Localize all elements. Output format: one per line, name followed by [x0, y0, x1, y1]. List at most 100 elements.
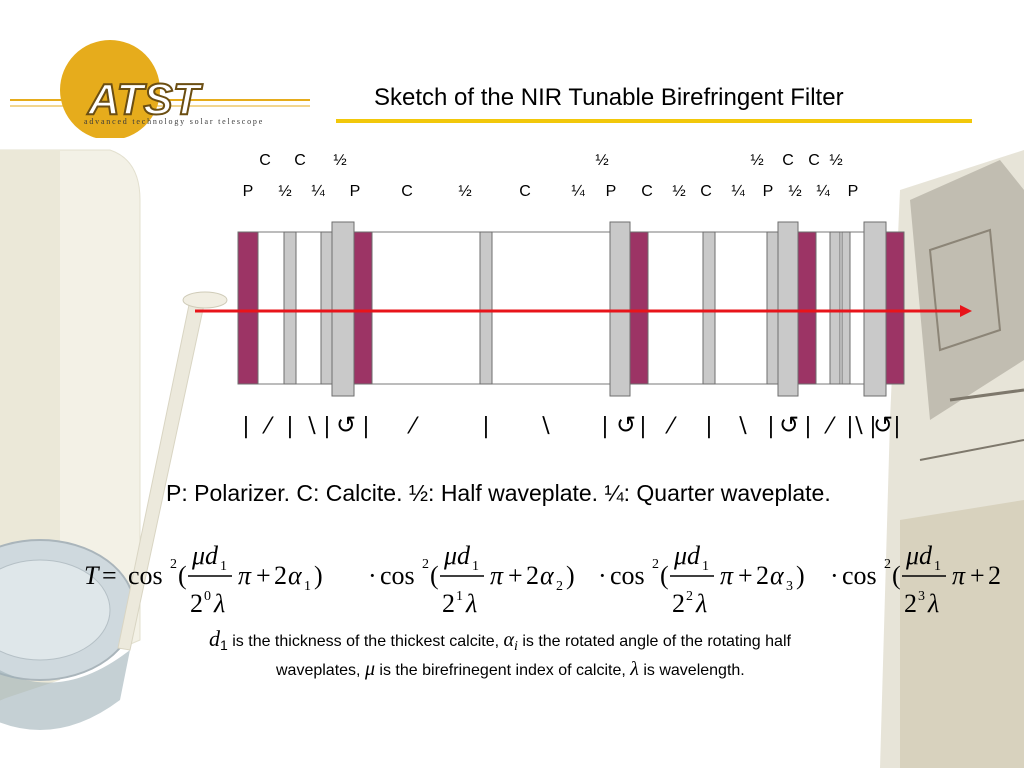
light-beam-arrowhead	[960, 305, 972, 317]
svg-text:·: ·	[598, 561, 607, 590]
bottom-label-5: ½	[458, 183, 472, 200]
svg-text:λ: λ	[465, 589, 477, 618]
symbol-d: d	[209, 626, 220, 651]
svg-text:2: 2	[170, 557, 177, 572]
plate-2	[320, 231, 334, 385]
bottom-label-12: ¼	[731, 183, 745, 200]
cos-text: cos	[128, 561, 163, 590]
axis-symbol-7: ⁄	[406, 414, 419, 439]
desc-text-2c: is wavelength.	[638, 662, 745, 679]
desc-text-1b: is the rotated angle of the rotating hal…	[517, 633, 791, 650]
symbol-alpha-sub: i	[513, 639, 518, 655]
legend-text: P: Polarizer. C: Calcite. ½: Half wavepl…	[166, 480, 831, 506]
axis-symbol-10: |	[601, 414, 608, 439]
symbol-lambda: λ	[630, 658, 639, 680]
svg-text:2: 2	[526, 561, 539, 590]
polarizer-7	[629, 231, 649, 385]
bottom-label-11: C	[700, 183, 712, 200]
svg-text:λ: λ	[927, 589, 939, 618]
svg-text:2: 2	[422, 557, 429, 572]
plate-10	[777, 221, 799, 397]
bottom-label-9: C	[641, 183, 653, 200]
svg-text:(: (	[430, 561, 439, 590]
svg-text:=: =	[102, 561, 117, 590]
top-label-7: ½	[829, 152, 843, 169]
logo-sun	[60, 40, 160, 138]
svg-text:3: 3	[918, 589, 925, 604]
svg-text:): )	[796, 561, 805, 590]
svg-text:μd: μd	[673, 541, 701, 570]
formula-term-1: cos 2 (μd 12 0 λπ +2 α 1)	[128, 541, 323, 618]
svg-text:α: α	[770, 561, 785, 590]
axis-symbol-20: |	[846, 414, 853, 439]
logo-text: ATST	[87, 75, 203, 124]
filter-body	[237, 221, 905, 397]
polarizer-15	[885, 231, 905, 385]
axis-symbol-19: ⁄	[823, 414, 836, 439]
axis-symbol-11: ↺	[616, 411, 636, 439]
svg-text:μd: μd	[905, 541, 933, 570]
bottom-label-13: P	[762, 183, 774, 200]
bottom-label-3: P	[349, 183, 361, 200]
plate-9	[766, 231, 780, 385]
transmission-formula: T = cos 2 (μd 12 0 λπ +2 α 1) · cos 2 (μd 12 1 λπ +2 α 2) ·…	[84, 541, 1000, 618]
svg-text:2: 2	[672, 589, 685, 618]
svg-text:π: π	[490, 561, 504, 590]
description-line-2: waveplates, μ is the birefrinegent index…	[276, 658, 745, 681]
svg-text:1: 1	[304, 579, 311, 594]
description-line-1: d1 is the thickness of the thickest calc…	[209, 626, 791, 655]
cos-text: cos	[610, 561, 645, 590]
svg-text:+: +	[508, 561, 523, 590]
svg-text:2: 2	[556, 579, 563, 594]
symbol-mu: μ	[364, 658, 375, 680]
svg-text:·: ·	[368, 561, 377, 590]
svg-text:3: 3	[786, 579, 793, 594]
svg-text:λ: λ	[213, 589, 225, 618]
polarizer-11	[797, 231, 817, 385]
top-label-5: C	[782, 152, 794, 169]
formula-lhs: T	[84, 561, 100, 590]
desc-text-2b: is the birefrinegent index of calcite,	[374, 662, 631, 679]
svg-text:1: 1	[220, 559, 227, 574]
svg-text:π: π	[720, 561, 734, 590]
svg-text:1: 1	[702, 559, 709, 574]
bottom-label-15: ¼	[816, 183, 830, 200]
logo-tagline: advanced technology solar telescope	[84, 117, 264, 126]
desc-text-2a: waveplates,	[276, 662, 365, 679]
axis-symbol-row: | ⁄ | ∖ | ↺ | ⁄ | ∖ | ↺ | ⁄ | ∖ | ↺ | ⁄ |∖ |↺ |	[242, 411, 900, 439]
axis-symbol-14: |	[705, 414, 712, 439]
svg-text:2: 2	[756, 561, 769, 590]
plate-5	[479, 231, 493, 385]
axis-symbol-6: |	[362, 414, 369, 439]
desc-text-1a: is the thickness of the thickest calcite…	[227, 633, 504, 650]
svg-text:π: π	[952, 561, 966, 590]
axis-symbol-21: ∖	[851, 414, 865, 439]
bottom-label-1: ½	[278, 183, 292, 200]
bottom-label-16: P	[847, 183, 859, 200]
top-label-4: ½	[750, 152, 764, 169]
title-underline	[336, 119, 972, 123]
svg-text:λ: λ	[695, 589, 707, 618]
plate-13	[841, 231, 851, 385]
svg-text:2: 2	[988, 561, 1000, 590]
top-label-0: C	[259, 152, 271, 169]
svg-text:2: 2	[686, 589, 693, 604]
svg-text:(: (	[892, 561, 901, 590]
svg-text:2: 2	[652, 557, 659, 572]
polarizer-0	[237, 231, 259, 385]
svg-text:2: 2	[442, 589, 455, 618]
axis-symbol-16: |	[767, 414, 774, 439]
svg-text:2: 2	[190, 589, 203, 618]
axis-symbol-9: ∖	[538, 414, 552, 439]
plate-6	[609, 221, 631, 397]
bottom-label-6: C	[519, 183, 531, 200]
axis-symbol-2: |	[286, 414, 293, 439]
svg-text:2: 2	[884, 557, 891, 572]
svg-text:1: 1	[456, 589, 463, 604]
axis-symbol-24: |	[893, 414, 900, 439]
axis-symbol-0: |	[242, 414, 249, 439]
svg-text:+: +	[738, 561, 753, 590]
svg-text:1: 1	[472, 559, 479, 574]
axis-symbol-3: ∖	[304, 414, 318, 439]
